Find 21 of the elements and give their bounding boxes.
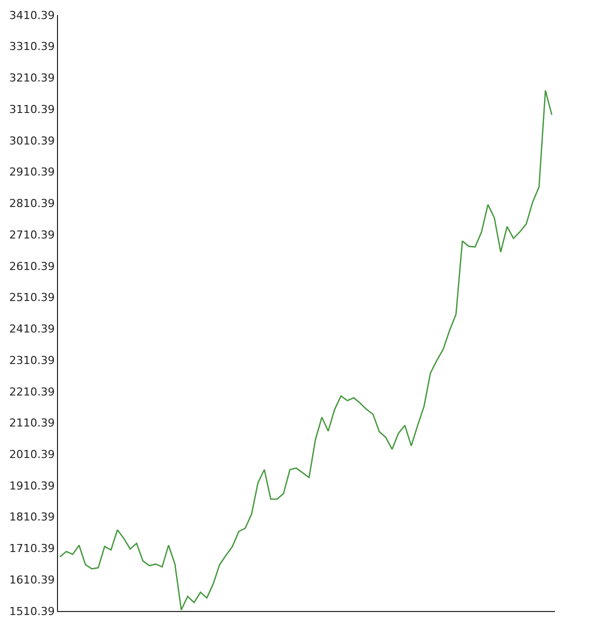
y-tick-label: 2010.39: [9, 448, 55, 462]
y-tick-label: 2510.39: [9, 291, 55, 304]
y-tick-label: 1910.39: [9, 479, 55, 492]
y-tick-label: 3010.39: [9, 134, 55, 148]
y-tick-label: 1810.39: [9, 510, 55, 524]
y-tick-label: 3310.39: [9, 40, 55, 54]
y-tick-label: 1610.39: [9, 573, 55, 586]
y-tick-label: 2710.39: [9, 228, 55, 242]
y-tick-label: 2210.39: [9, 385, 55, 398]
y-tick-label: 2610.39: [9, 260, 55, 273]
y-tick-label: 2410.39: [9, 322, 55, 336]
y-tick-label: 2110.39: [9, 416, 55, 430]
line-series: [59, 90, 552, 611]
y-tick-label: 1510.39: [9, 604, 55, 618]
y-tick-label: 3110.39: [9, 102, 55, 116]
y-tick-label: 3410.39: [9, 8, 55, 22]
y-tick-label: 2810.39: [9, 197, 55, 210]
y-tick-label: 2910.39: [9, 166, 55, 179]
y-tick-label: 2310.39: [9, 354, 55, 367]
y-tick-label: 3210.39: [9, 72, 55, 85]
y-tick-label: 1710.39: [9, 542, 55, 556]
